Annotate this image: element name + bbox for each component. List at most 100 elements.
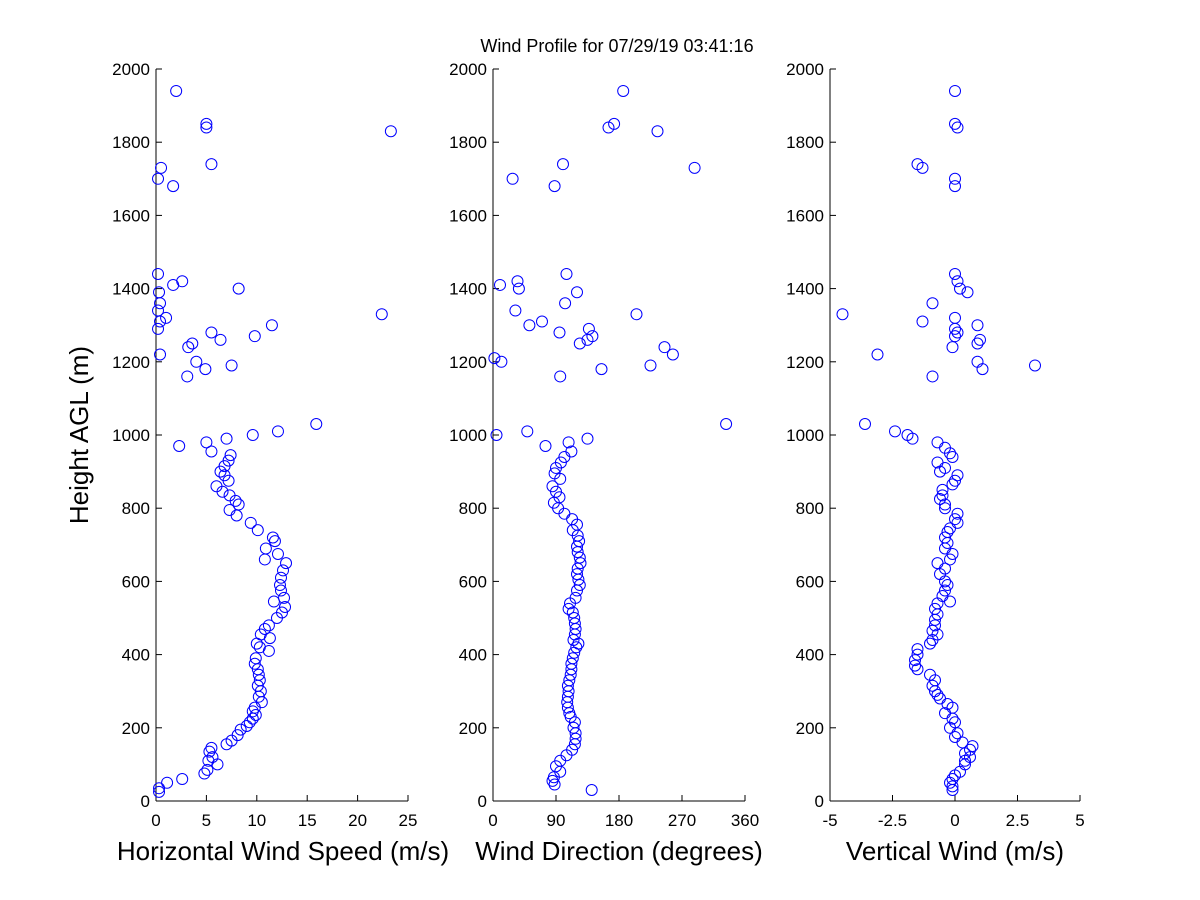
x-tick-label: 180 (605, 811, 633, 830)
data-point (268, 535, 281, 548)
data-point (181, 370, 194, 383)
data-point (562, 602, 575, 615)
data-point (546, 774, 559, 787)
data-point (939, 584, 951, 597)
y-tick-label: 400 (459, 646, 487, 665)
data-point (561, 701, 574, 714)
data-point (934, 465, 946, 478)
data-point (170, 84, 183, 97)
data-point (176, 773, 189, 786)
data-point (263, 632, 276, 645)
data-point (203, 745, 216, 758)
data-point (244, 516, 257, 529)
data-point (939, 575, 951, 588)
y-tick-label: 1000 (786, 426, 824, 445)
series-direction (488, 84, 733, 797)
data-point (966, 740, 979, 753)
y-tick-label: 400 (122, 646, 150, 665)
x-tick-label: 270 (668, 811, 696, 830)
data-point (929, 619, 941, 632)
x-tick-label: -5 (822, 811, 837, 830)
data-point (951, 326, 964, 339)
data-point (248, 657, 261, 670)
data-point (571, 568, 583, 581)
data-point (230, 509, 243, 522)
data-point (262, 644, 275, 657)
data-point (536, 315, 548, 328)
data-point (944, 553, 956, 566)
data-point (949, 311, 961, 324)
data-point (506, 172, 519, 185)
data-point (559, 297, 572, 310)
data-point (585, 784, 598, 797)
data-point (617, 84, 630, 97)
y-tick-label: 1600 (449, 206, 487, 225)
data-point (251, 524, 264, 537)
data-point (906, 432, 919, 445)
x-tick-label: 0 (151, 811, 160, 830)
data-point (916, 161, 929, 174)
data-point (889, 425, 901, 438)
x-tick-label: 360 (731, 811, 759, 830)
data-point (949, 117, 961, 130)
y-tick-label: 1000 (112, 426, 150, 445)
data-point (224, 449, 237, 462)
data-point (573, 579, 586, 592)
data-point (511, 275, 524, 288)
data-point (214, 465, 227, 478)
x-tick-label: -2.5 (878, 811, 907, 830)
data-point (971, 355, 984, 368)
data-point (931, 688, 944, 701)
y-tick-label: 0 (478, 792, 487, 811)
y-tick-label: 2000 (786, 60, 824, 79)
x-axis-label-vertical: Vertical Wind (m/s) (846, 836, 1064, 866)
data-point (951, 469, 964, 482)
data-point (911, 663, 924, 676)
data-point (554, 472, 567, 485)
data-point (167, 180, 180, 193)
data-point (949, 172, 961, 185)
data-point (1029, 359, 1041, 372)
data-point (946, 478, 959, 491)
data-point (651, 125, 664, 138)
data-point (688, 161, 701, 174)
data-point (934, 692, 946, 705)
data-point (271, 425, 284, 438)
data-point (971, 319, 984, 332)
y-axis-label: Height AGL (m) (64, 346, 94, 524)
data-point (190, 355, 203, 368)
data-point (571, 546, 584, 559)
data-point (954, 282, 966, 295)
data-point (581, 432, 594, 445)
data-point (240, 719, 253, 732)
data-point (951, 275, 964, 288)
data-point (946, 450, 959, 463)
data-point (232, 282, 245, 295)
y-tick-label: 600 (459, 572, 487, 591)
data-point (936, 483, 949, 496)
y-tick-label: 200 (459, 719, 487, 738)
data-point (270, 612, 283, 624)
y-tick-label: 1000 (449, 426, 487, 445)
data-point (859, 418, 871, 431)
data-point (941, 579, 954, 592)
data-point (595, 363, 608, 376)
data-point (553, 326, 566, 339)
data-point (155, 161, 168, 174)
data-point (512, 282, 525, 295)
x-tick-label: 90 (547, 811, 566, 830)
series-speed (152, 84, 397, 798)
data-point (931, 608, 944, 621)
data-point (154, 315, 167, 328)
data-point (550, 461, 562, 474)
data-point (871, 348, 884, 361)
data-point (277, 564, 290, 577)
y-tick-label: 800 (796, 499, 824, 518)
data-point (586, 330, 599, 343)
data-point (570, 641, 583, 654)
x-axis-label-direction: Wind Direction (degrees) (475, 836, 763, 866)
data-point (521, 425, 534, 438)
data-point (200, 117, 213, 130)
data-point (568, 646, 581, 659)
data-point (153, 782, 166, 795)
